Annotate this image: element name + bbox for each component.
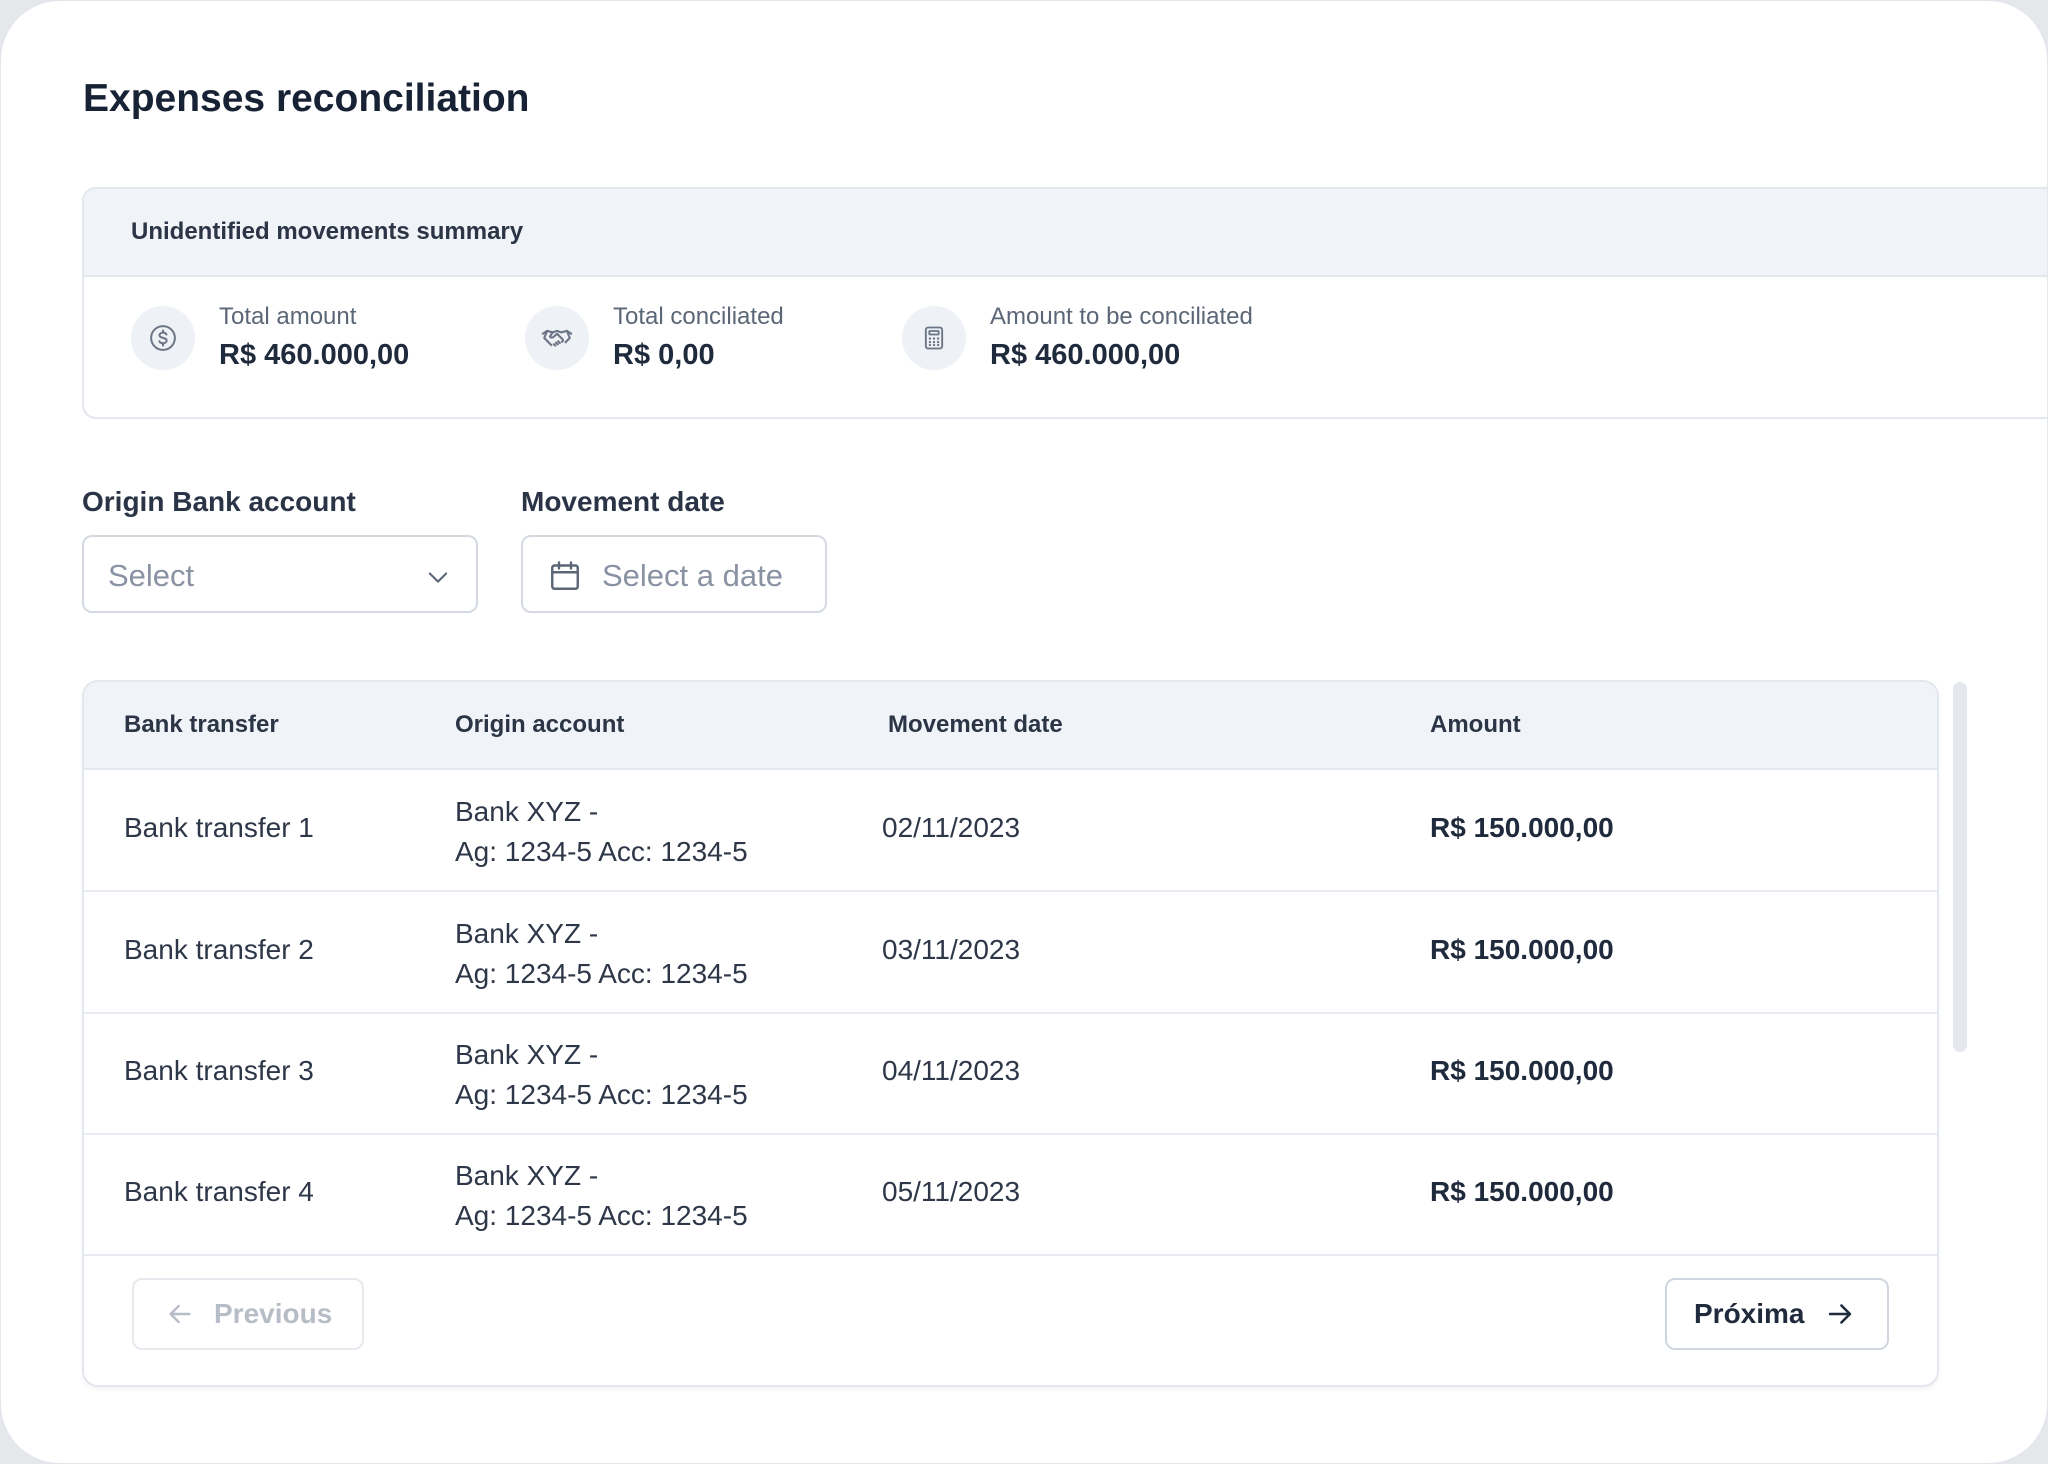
cell-bank-transfer: Bank transfer 1	[124, 812, 314, 843]
movements-table: Bank transfer Origin account Movement da…	[82, 680, 1939, 1387]
summary-card: Unidentified movements summary Total amo…	[82, 187, 2047, 419]
next-page-button[interactable]: Próxima	[1665, 1278, 1889, 1350]
stat-value: R$ 460.000,00	[990, 339, 1181, 371]
handshake-icon	[525, 306, 589, 370]
table-row[interactable]: Bank transfer 3 Bank XYZ - Ag: 1234-5 Ac…	[84, 1013, 1937, 1135]
cell-movement-date: 05/11/2023	[882, 1176, 1021, 1207]
origin-bank-account-label: Origin Bank account	[82, 486, 356, 517]
movement-date-picker[interactable]: Select a date	[521, 535, 827, 613]
origin-account-details: Ag: 1234-5 Acc: 1234-5	[455, 1079, 748, 1110]
summary-heading: Unidentified movements summary	[84, 189, 2047, 277]
dollar-circle-icon	[131, 306, 195, 370]
select-placeholder: Select	[108, 558, 195, 593]
column-header-movement-date[interactable]: Movement date	[888, 711, 1063, 738]
cell-origin-account: Bank XYZ - Ag: 1234-5 Acc: 1234-5	[455, 914, 748, 994]
column-header-bank-transfer[interactable]: Bank transfer	[124, 711, 279, 738]
column-header-amount[interactable]: Amount	[1430, 711, 1521, 738]
cell-bank-transfer: Bank transfer 2	[124, 934, 314, 965]
origin-account-bank: Bank XYZ -	[455, 796, 599, 827]
origin-account-details: Ag: 1234-5 Acc: 1234-5	[455, 836, 748, 867]
vertical-scrollbar[interactable]	[1953, 682, 1967, 1052]
cell-movement-date: 03/11/2023	[882, 934, 1021, 965]
stat-label: Total amount	[219, 303, 357, 330]
cell-origin-account: Bank XYZ - Ag: 1234-5 Acc: 1234-5	[455, 792, 748, 872]
origin-account-details: Ag: 1234-5 Acc: 1234-5	[455, 1200, 748, 1231]
cell-origin-account: Bank XYZ - Ag: 1234-5 Acc: 1234-5	[455, 1035, 748, 1115]
origin-account-bank: Bank XYZ -	[455, 1160, 599, 1191]
cell-amount: R$ 150.000,00	[1430, 934, 1614, 965]
stat-label: Amount to be conciliated	[990, 303, 1253, 330]
calculator-icon	[902, 306, 966, 370]
cell-bank-transfer: Bank transfer 3	[124, 1055, 314, 1086]
cell-movement-date: 04/11/2023	[882, 1055, 1021, 1086]
next-label: Próxima	[1694, 1298, 1805, 1329]
stat-value: R$ 460.000,00	[219, 339, 410, 371]
origin-bank-account-select[interactable]: Select	[82, 535, 478, 613]
column-header-origin-account[interactable]: Origin account	[455, 711, 625, 738]
date-placeholder: Select a date	[602, 558, 783, 593]
arrow-right-icon	[1828, 1304, 1851, 1324]
stat-value: R$ 0,00	[613, 339, 715, 371]
table-header: Bank transfer Origin account Movement da…	[84, 682, 1937, 770]
previous-page-button[interactable]: Previous	[132, 1278, 364, 1350]
page-title: Expenses reconciliation	[83, 77, 530, 120]
cell-origin-account: Bank XYZ - Ag: 1234-5 Acc: 1234-5	[455, 1156, 748, 1236]
origin-account-bank: Bank XYZ -	[455, 1039, 599, 1070]
cell-amount: R$ 150.000,00	[1430, 1176, 1614, 1207]
table-row[interactable]: Bank transfer 4 Bank XYZ - Ag: 1234-5 Ac…	[84, 1134, 1937, 1256]
cell-movement-date: 02/11/2023	[882, 812, 1021, 843]
table-row[interactable]: Bank transfer 1 Bank XYZ - Ag: 1234-5 Ac…	[84, 770, 1937, 892]
cell-bank-transfer: Bank transfer 4	[124, 1176, 314, 1207]
origin-account-details: Ag: 1234-5 Acc: 1234-5	[455, 958, 748, 989]
chevron-down-icon	[424, 563, 452, 596]
previous-label: Previous	[214, 1298, 333, 1329]
arrow-left-icon	[169, 1304, 191, 1324]
stat-label: Total conciliated	[613, 303, 784, 330]
calendar-icon	[547, 558, 583, 599]
table-row[interactable]: Bank transfer 2 Bank XYZ - Ag: 1234-5 Ac…	[84, 892, 1937, 1014]
cell-amount: R$ 150.000,00	[1430, 812, 1614, 843]
movement-date-label: Movement date	[521, 486, 725, 517]
origin-account-bank: Bank XYZ -	[455, 918, 599, 949]
cell-amount: R$ 150.000,00	[1430, 1055, 1614, 1086]
